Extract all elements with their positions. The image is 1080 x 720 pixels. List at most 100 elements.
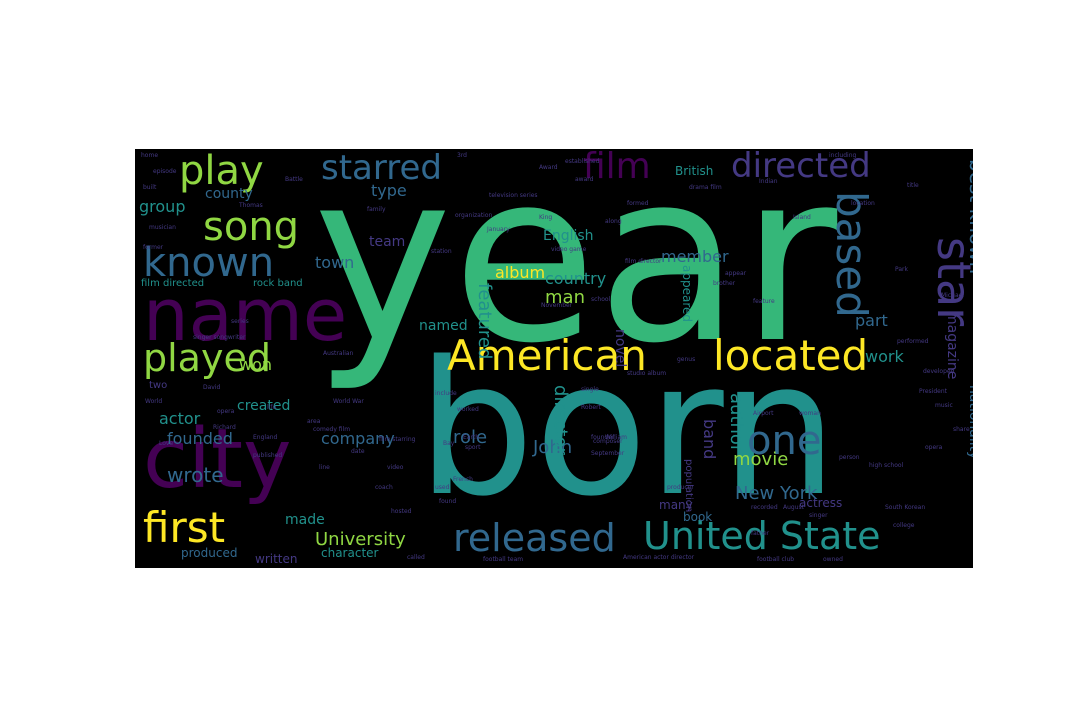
word-53: produced <box>181 546 238 560</box>
word-146: video <box>387 464 404 471</box>
word-115: January <box>487 226 510 233</box>
word-62: two <box>149 380 168 391</box>
word-73: including <box>829 152 857 159</box>
word-25: founded <box>167 429 233 448</box>
word-136: woman <box>799 410 821 417</box>
word-43: group <box>139 197 186 216</box>
word-102: singer <box>809 512 828 519</box>
word-cloud: year born name city American located United St… <box>135 149 973 568</box>
word-32: member <box>661 247 729 266</box>
word-90: coach <box>375 484 393 491</box>
word-103: recorded <box>751 504 778 511</box>
word-108: Airport <box>753 410 774 417</box>
word-7: released <box>453 516 616 560</box>
word-96: football team <box>483 556 524 563</box>
word-52: made <box>285 512 325 528</box>
word-75: Park <box>895 266 908 273</box>
word-126: along <box>605 218 622 225</box>
word-104: producer <box>667 484 694 491</box>
word-155: opera <box>925 444 943 451</box>
word-21: University <box>315 529 406 550</box>
word-80: single <box>581 386 599 393</box>
word-41: town <box>315 253 355 272</box>
word-5: located <box>713 331 869 380</box>
word-124: appear <box>725 270 747 277</box>
word-95: September <box>591 450 625 457</box>
word-22: wrote <box>167 463 224 487</box>
word-93: founder <box>591 434 615 441</box>
word-19: best known <box>965 159 973 275</box>
word-123: feature <box>753 298 775 305</box>
word-112: developed <box>923 368 955 375</box>
word-38: work <box>865 347 904 366</box>
word-76: brother <box>713 280 736 287</box>
word-10: known <box>143 240 275 286</box>
word-40: nationality <box>966 385 973 460</box>
word-51: created <box>237 398 291 414</box>
word-122: station <box>431 248 452 255</box>
word-79: studio album <box>627 370 667 377</box>
word-127: location <box>851 200 875 207</box>
word-4: American <box>447 331 647 380</box>
word-142: World War <box>333 398 364 405</box>
word-27: John <box>533 437 573 458</box>
word-35: author <box>726 393 747 453</box>
word-131: Richard <box>213 424 236 431</box>
word-106: high school <box>869 462 904 469</box>
word-152: share <box>953 426 970 433</box>
word-11: song <box>203 204 300 250</box>
word-29: country <box>545 269 607 288</box>
word-33: featured <box>474 283 495 360</box>
word-114: film director <box>625 258 662 265</box>
word-36: band <box>700 419 719 460</box>
word-23: actor <box>159 409 201 428</box>
word-58: actress <box>799 496 843 510</box>
word-48: English <box>543 228 594 244</box>
word-82: David <box>203 384 221 391</box>
word-143: Love <box>159 440 174 447</box>
word-77: school <box>591 296 611 303</box>
word-149: series <box>231 318 249 325</box>
word-98: football club <box>757 556 795 563</box>
word-30: album <box>495 263 546 282</box>
word-147: home <box>141 152 159 159</box>
word-97: American actor director <box>623 554 695 561</box>
word-145: date <box>351 448 365 455</box>
word-144: line <box>319 464 330 471</box>
word-47: appeared <box>680 265 694 322</box>
word-50: won <box>239 355 273 374</box>
word-20: New York <box>735 483 818 504</box>
word-133: area <box>307 418 321 425</box>
word-154: President <box>919 388 947 395</box>
word-139: used <box>435 484 450 491</box>
word-31: man <box>545 287 585 308</box>
word-140: found <box>439 498 457 505</box>
word-34: movie <box>733 449 789 470</box>
word-119: formed <box>627 200 649 207</box>
word-128: genus <box>677 356 696 363</box>
word-85: singer songwriter <box>193 334 246 341</box>
word-141: French <box>453 476 473 483</box>
word-49: team <box>369 234 406 250</box>
word-86: England <box>253 434 278 441</box>
word-8: first <box>143 503 226 552</box>
word-18: one <box>747 418 822 464</box>
word-138: Earth <box>463 434 480 441</box>
word-134: life <box>267 404 277 411</box>
word-14: film <box>583 149 651 187</box>
word-101: August <box>783 504 804 511</box>
word-67: family <box>367 206 386 213</box>
word-92: called <box>407 554 425 561</box>
word-9: played <box>143 336 271 380</box>
word-74: title <box>907 182 919 189</box>
word-132: opera <box>217 408 235 415</box>
word-71: Island <box>793 214 811 221</box>
word-129: sport <box>465 444 481 451</box>
word-45: named <box>419 318 468 334</box>
word-100: college <box>893 522 915 529</box>
word-0: year <box>313 149 838 395</box>
word-1: born <box>417 321 838 537</box>
word-13: starred <box>321 149 442 188</box>
word-78: November <box>541 302 573 309</box>
word-55: character <box>321 546 379 560</box>
